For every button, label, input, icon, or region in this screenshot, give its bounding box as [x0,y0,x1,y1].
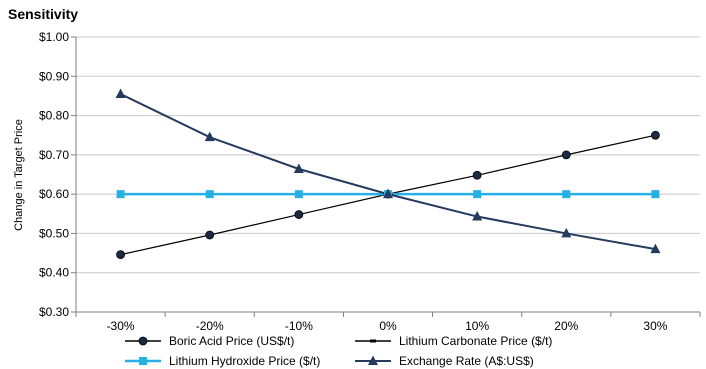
data-point [205,190,214,199]
legend-swatch-marker [368,355,378,365]
x-tick-label: 10% [465,319,489,333]
data-point [472,170,482,180]
x-tick-label: -10% [285,319,313,333]
legend-label: Exchange Rate (A$:US$) [399,354,534,368]
y-tick-label: $0.70 [39,148,69,162]
data-point [561,150,571,160]
y-axis-label: Change in Target Price [13,119,25,231]
data-point [383,188,393,199]
y-tick-label: $0.60 [39,187,69,201]
data-point [294,190,303,199]
y-tick-label: $0.80 [39,109,69,123]
legend: Boric Acid Price (US$/t) Lithium Carbonat… [125,334,552,368]
data-point [293,163,304,173]
data-point [473,190,482,199]
x-tick-label: 0% [379,319,397,333]
legend-item: Exchange Rate (A$:US$) [355,354,534,368]
legend-swatch-marker [138,336,148,346]
legend-item: Lithium Carbonate Price ($/t) [355,334,552,348]
y-tick-label: $0.40 [39,266,69,280]
y-tick-label: $0.30 [39,305,69,319]
data-point [651,190,660,199]
legend-item: Lithium Hydroxide Price ($/t) [125,354,320,368]
axes [71,36,701,317]
data-point [651,130,660,140]
x-tick-label: 30% [643,319,667,333]
data-point [116,190,125,199]
x-tick-labels: -30% -20% -10% 0% 10% 20% 30% [107,319,668,333]
y-tick-labels: $1.00 $0.90 $0.80 $0.70 $0.60 $0.50 $0.40 $0.30 [39,30,69,319]
y-tick-label: $1.00 [39,30,69,44]
x-tick-label: -20% [196,319,224,333]
grid-lines [76,36,700,313]
data-point [561,227,572,238]
x-tick-label: -30% [107,319,135,333]
legend-label: Boric Acid Price (US$/t) [169,334,294,348]
data-point [472,211,483,221]
data-point [115,88,126,98]
data-point [562,190,571,199]
legend-label: Lithium Hydroxide Price ($/t) [169,354,320,368]
data-point [650,243,661,254]
data-point [205,230,215,240]
series-lines [120,93,656,256]
series-line [120,93,656,251]
data-point [116,250,125,260]
legend-swatch-marker [370,339,376,343]
data-point [204,131,215,142]
legend-item: Boric Acid Price (US$/t) [125,334,294,348]
x-tick-label: 20% [554,319,578,333]
data-point [294,210,304,219]
legend-swatch-marker [139,357,147,365]
series-markers [115,88,661,260]
chart-title: Sensitivity [8,6,79,22]
legend-label: Lithium Carbonate Price ($/t) [399,334,552,348]
y-tick-label: $0.50 [39,226,69,240]
y-tick-label: $0.90 [39,69,69,83]
